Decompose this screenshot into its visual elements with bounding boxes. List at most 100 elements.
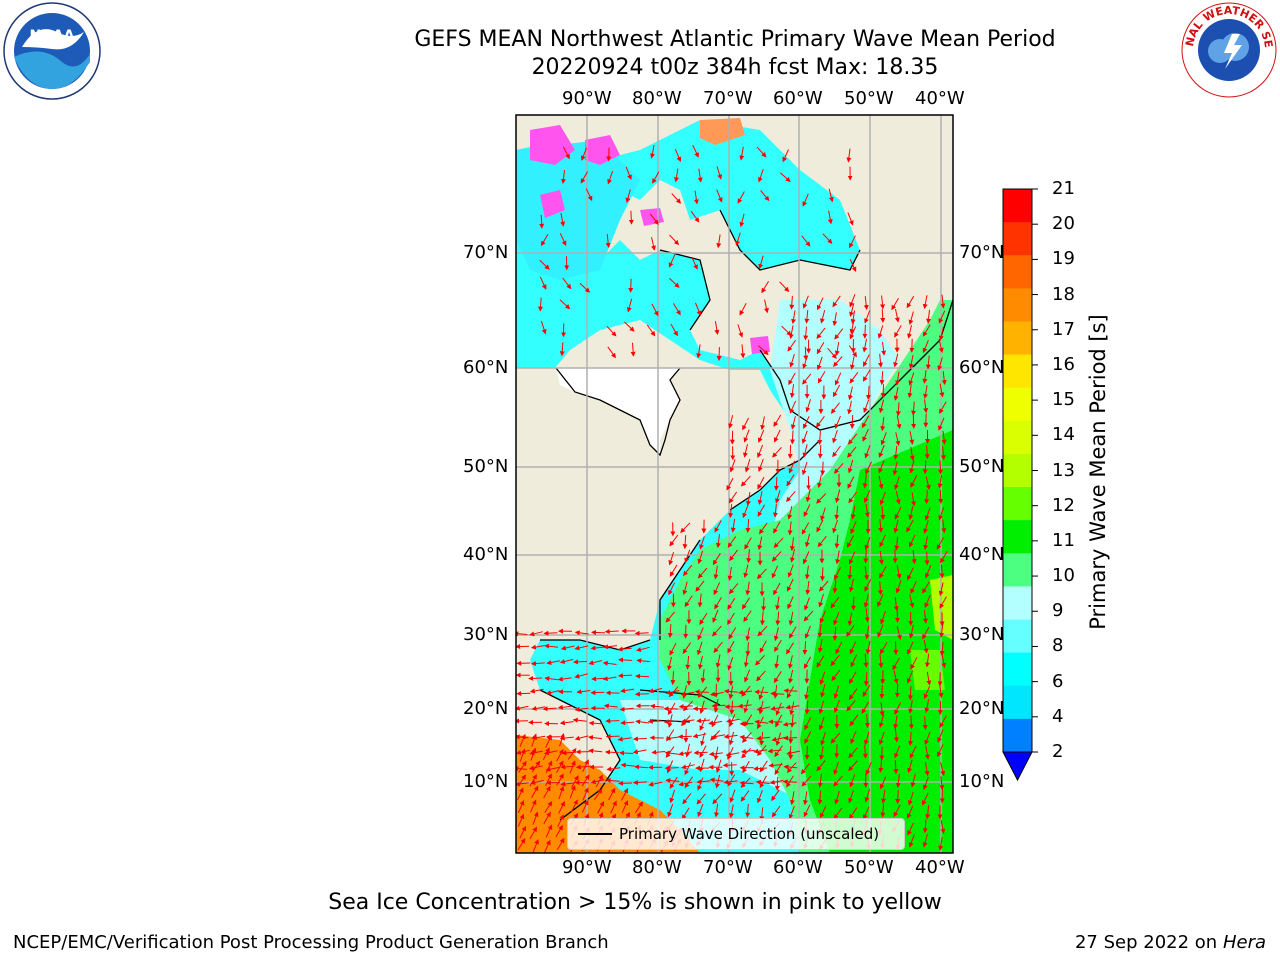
wave-arrow	[895, 790, 901, 805]
wave-arrow	[588, 735, 602, 741]
wave-arrow	[559, 658, 574, 664]
wave-arrow	[761, 280, 770, 294]
wave-arrow	[879, 566, 887, 579]
wave-arrow	[755, 779, 770, 785]
wave-arrow	[822, 233, 833, 244]
colorbar-underflow-triangle	[1002, 751, 1033, 782]
wave-arrow	[726, 477, 734, 491]
wave-arrow	[728, 583, 739, 595]
wave-arrow	[787, 596, 794, 610]
wave-arrow	[789, 400, 797, 414]
lat-tick-right-6: 20°N	[959, 698, 1005, 719]
wave-arrow	[923, 520, 929, 534]
wave-arrow	[756, 706, 771, 712]
wave-arrow	[827, 347, 837, 359]
wave-arrow	[543, 785, 551, 799]
wave-arrow	[559, 720, 574, 726]
wave-arrow	[758, 686, 765, 701]
wave-arrow	[516, 781, 529, 787]
wave-arrow	[848, 688, 858, 701]
wave-arrow	[804, 625, 811, 639]
wave-arrow	[788, 325, 794, 340]
colorbar-frame	[1002, 188, 1033, 753]
wave-arrow	[588, 748, 603, 754]
wave-arrow	[559, 733, 565, 747]
wave-arrow	[779, 172, 791, 183]
wave-arrow	[529, 688, 544, 694]
wave-arrow	[861, 701, 870, 714]
wave-arrow	[941, 371, 947, 386]
wave-arrow	[880, 295, 885, 310]
wave-arrow	[789, 713, 795, 728]
wave-arrow	[528, 675, 543, 681]
wave-arrow	[941, 519, 947, 534]
wave-arrow	[908, 355, 914, 369]
wave-arrow	[906, 670, 914, 684]
wave-arrow	[753, 766, 768, 772]
wave-arrow	[924, 445, 930, 460]
wave-arrow	[832, 626, 838, 641]
wave-arrow	[878, 654, 884, 669]
wave-arrow	[699, 758, 705, 773]
wave-arrow	[911, 492, 916, 507]
wave-arrow	[758, 345, 769, 356]
wave-arrow	[669, 564, 678, 577]
wave-arrow	[863, 354, 870, 367]
wave-arrow	[696, 718, 711, 724]
wave-arrow	[922, 369, 928, 384]
wave-arrow	[909, 459, 915, 474]
wave-arrow	[864, 579, 872, 592]
wave-arrow	[939, 623, 945, 638]
wave-arrow	[805, 399, 811, 413]
wave-arrow	[757, 429, 765, 443]
wave-arrow	[849, 414, 855, 429]
wave-arrow	[664, 765, 679, 771]
wave-arrow	[895, 371, 901, 386]
wave-arrow	[682, 535, 688, 550]
wave-arrow	[772, 503, 778, 518]
wave-arrow	[715, 759, 722, 774]
wave-arrow	[835, 641, 843, 655]
wave-arrow	[847, 565, 853, 580]
wave-arrow	[669, 534, 679, 547]
lat-tick-left-3: 50°N	[463, 456, 509, 477]
wave-arrow	[647, 718, 662, 724]
wave-arrow	[607, 171, 614, 185]
lat-tick-left-1: 70°N	[463, 242, 509, 263]
wave-arrow	[892, 461, 898, 476]
wave-arrow	[669, 776, 678, 789]
wave-arrow	[832, 429, 838, 444]
wave-arrow	[757, 458, 764, 473]
colorbar-tick-label: 13	[1052, 459, 1075, 481]
wave-arrow	[788, 806, 795, 820]
wave-arrow	[529, 826, 538, 839]
wave-arrow	[540, 233, 549, 247]
wave-arrow	[894, 536, 900, 551]
wave-arrow	[699, 536, 705, 550]
wave-arrow	[663, 719, 678, 725]
legend-label: Primary Wave Direction (unscaled)	[619, 825, 880, 843]
wave-arrow	[757, 625, 768, 637]
wave-arrow	[848, 760, 858, 772]
wave-arrow	[820, 732, 826, 746]
wave-arrow	[773, 684, 779, 699]
wave-arrow	[820, 461, 826, 476]
wave-arrow	[545, 824, 553, 838]
wave-arrow	[725, 751, 740, 757]
wave-arrow	[671, 193, 682, 204]
wave-arrow	[757, 169, 764, 183]
wave-arrow	[819, 805, 827, 819]
wave-arrow	[849, 714, 859, 727]
lat-tick-right-3: 50°N	[959, 456, 1005, 477]
wave-arrow	[542, 706, 557, 712]
wave-arrow	[574, 645, 589, 651]
wave-arrow	[775, 714, 783, 728]
wave-arrow	[923, 686, 931, 700]
wave-arrow	[530, 799, 537, 813]
wave-arrow	[849, 356, 855, 370]
wave-arrow	[937, 357, 943, 371]
wave-arrow	[590, 645, 605, 651]
wave-arrow	[770, 691, 785, 697]
wave-arrow	[908, 311, 914, 325]
wave-arrow	[680, 691, 695, 697]
